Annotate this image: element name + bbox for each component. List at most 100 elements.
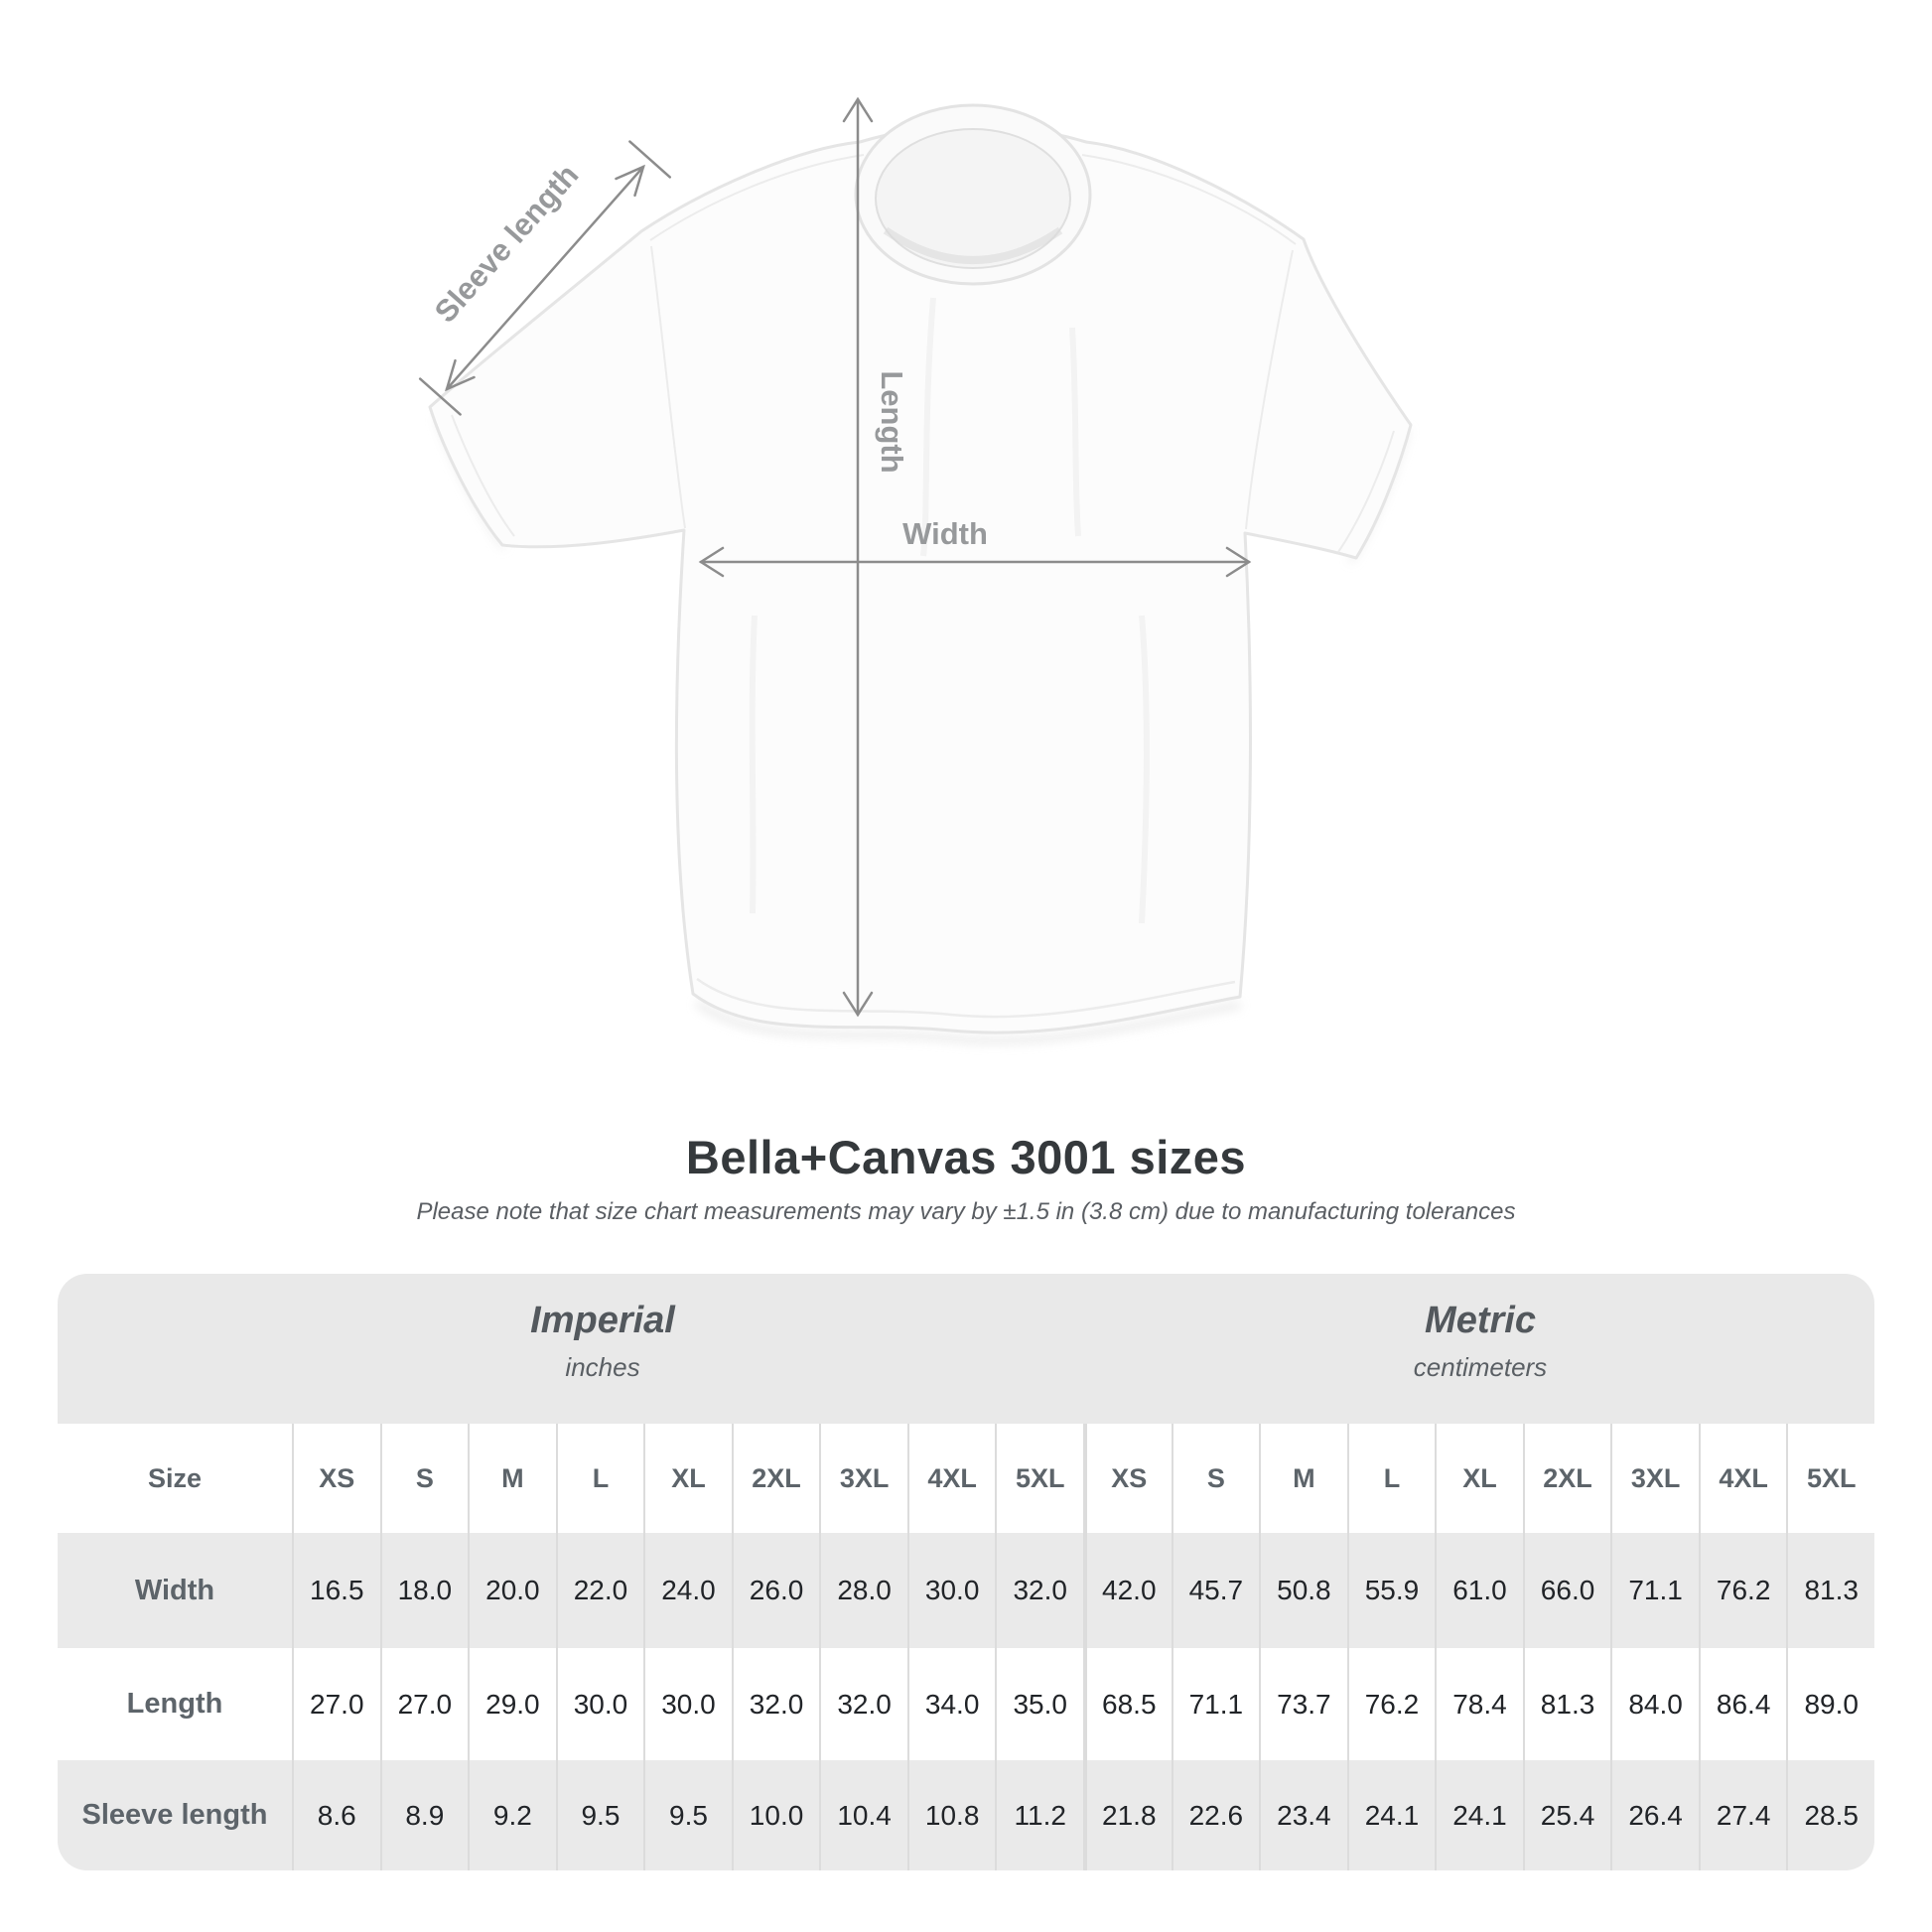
- shirt-body: [428, 124, 1413, 1035]
- measurement-cell-metric: 26.4: [1610, 1760, 1699, 1870]
- measurement-cell-imperial: 9.5: [555, 1760, 644, 1870]
- measurement-cell-imperial: 27.0: [379, 1648, 469, 1760]
- size-header-metric: 5XL: [1786, 1424, 1874, 1533]
- width-arrow: [698, 546, 1252, 578]
- width-label: Width: [902, 516, 988, 551]
- measurement-cell-imperial: 30.0: [555, 1648, 644, 1760]
- measurement-cell-metric: 61.0: [1435, 1533, 1523, 1648]
- sleeve-length-arrow: [418, 140, 672, 416]
- measurement-cell-imperial: 8.6: [292, 1760, 380, 1870]
- size-header-metric: 4XL: [1698, 1424, 1787, 1533]
- measurement-cell-imperial: 32.0: [731, 1648, 820, 1760]
- measurement-cell-metric: 42.0: [1083, 1533, 1172, 1648]
- measurement-cell-imperial: 28.0: [819, 1533, 907, 1648]
- size-header-metric: XL: [1435, 1424, 1523, 1533]
- shirt-graphic: [428, 103, 1413, 1035]
- size-header-metric: M: [1259, 1424, 1347, 1533]
- measurement-cell-imperial: 9.2: [468, 1760, 556, 1870]
- size-column-header: Size: [58, 1424, 292, 1533]
- size-table-grid: Size XS S M L XL 2XL 3XL 4XL 5XL XS S M L XL 2XL 3XL 4XL 5…: [58, 1424, 1874, 1870]
- measurement-cell-imperial: 20.0: [468, 1533, 556, 1648]
- length-arrow: [842, 96, 874, 1018]
- measurement-cell-metric: 24.1: [1435, 1760, 1523, 1870]
- fabric-folds: [749, 297, 1150, 924]
- size-header-imperial: 3XL: [819, 1424, 907, 1533]
- heading-block: Bella+Canvas 3001 sizes Please note that…: [0, 1130, 1932, 1226]
- measurement-cell-imperial: 29.0: [468, 1648, 556, 1760]
- unit-band: Imperial inches Metric centimeters: [58, 1274, 1874, 1424]
- page-subtitle: Please note that size chart measurements…: [416, 1198, 1516, 1225]
- measurement-cell-imperial: 16.5: [292, 1533, 380, 1648]
- collar-inner: [875, 128, 1071, 269]
- measurement-cell-metric: 76.2: [1698, 1533, 1787, 1648]
- measurement-cell-metric: 28.5: [1786, 1760, 1874, 1870]
- measurement-cell-metric: 21.8: [1083, 1760, 1172, 1870]
- measurement-cell-metric: 89.0: [1786, 1648, 1874, 1760]
- measurement-cell-metric: 25.4: [1522, 1760, 1611, 1870]
- size-header-imperial: S: [379, 1424, 469, 1533]
- size-table: Imperial inches Metric centimeters Size X…: [58, 1274, 1874, 1870]
- measurement-cell-imperial: 22.0: [555, 1533, 644, 1648]
- size-header-metric: XS: [1083, 1424, 1172, 1533]
- measurement-cell-metric: 73.7: [1259, 1648, 1347, 1760]
- measurement-cell-metric: 71.1: [1610, 1533, 1699, 1648]
- measurement-cell-imperial: 11.2: [995, 1760, 1083, 1870]
- unit-group-imperial: Imperial inches: [530, 1300, 675, 1383]
- measurement-cell-metric: 71.1: [1171, 1648, 1260, 1760]
- imperial-group-name: Imperial: [530, 1300, 675, 1341]
- measurement-cell-metric: 45.7: [1171, 1533, 1260, 1648]
- metric-group-unit: centimeters: [1413, 1352, 1548, 1382]
- measurement-cell-imperial: 10.8: [906, 1760, 996, 1870]
- measurement-cell-metric: 22.6: [1171, 1760, 1260, 1870]
- size-header-metric: S: [1171, 1424, 1260, 1533]
- measurement-cell-imperial: 32.0: [819, 1648, 907, 1760]
- size-header-metric: L: [1346, 1424, 1436, 1533]
- measurement-cell-metric: 23.4: [1259, 1760, 1347, 1870]
- measurement-cell-metric: 86.4: [1698, 1648, 1787, 1760]
- measurement-cell-metric: 84.0: [1610, 1648, 1699, 1760]
- measurement-cell-imperial: 8.9: [379, 1760, 469, 1870]
- measurement-cell-imperial: 27.0: [292, 1648, 380, 1760]
- size-header-metric: 3XL: [1610, 1424, 1699, 1533]
- measurement-cell-metric: 50.8: [1259, 1533, 1347, 1648]
- size-header-metric: 2XL: [1522, 1424, 1611, 1533]
- measurement-cell-imperial: 35.0: [995, 1648, 1083, 1760]
- unit-group-metric: Metric centimeters: [1414, 1300, 1547, 1383]
- size-header-imperial: 5XL: [995, 1424, 1083, 1533]
- imperial-group-unit: inches: [565, 1352, 640, 1382]
- measurement-cell-imperial: 18.0: [379, 1533, 469, 1648]
- size-header-imperial: XL: [643, 1424, 732, 1533]
- size-header-imperial: L: [555, 1424, 644, 1533]
- metric-group-name: Metric: [1425, 1300, 1536, 1341]
- measurement-cell-metric: 81.3: [1522, 1648, 1611, 1760]
- measurement-cell-imperial: 10.0: [731, 1760, 820, 1870]
- row-label: Width: [58, 1533, 292, 1648]
- length-label: Length: [875, 370, 909, 473]
- shirt-seams: [451, 154, 1395, 1019]
- measurement-cell-metric: 24.1: [1346, 1760, 1436, 1870]
- measurement-cell-imperial: 30.0: [643, 1648, 732, 1760]
- row-label: Length: [58, 1648, 292, 1760]
- size-header-imperial: M: [468, 1424, 556, 1533]
- measurement-cell-imperial: 30.0: [906, 1533, 996, 1648]
- measurement-cell-metric: 78.4: [1435, 1648, 1523, 1760]
- measurement-cell-metric: 66.0: [1522, 1533, 1611, 1648]
- measurement-cell-imperial: 32.0: [995, 1533, 1083, 1648]
- measurement-cell-metric: 81.3: [1786, 1533, 1874, 1648]
- measurement-cell-metric: 55.9: [1346, 1533, 1436, 1648]
- measurement-cell-imperial: 34.0: [906, 1648, 996, 1760]
- measurement-cell-metric: 68.5: [1083, 1648, 1172, 1760]
- collar-shadow: [883, 226, 1063, 264]
- tshirt-measurement-diagram: Sleeve length Length Width: [418, 96, 1413, 1044]
- size-header-imperial: 4XL: [906, 1424, 996, 1533]
- size-header-imperial: XS: [292, 1424, 380, 1533]
- measurement-cell-imperial: 10.4: [819, 1760, 907, 1870]
- measurement-cell-metric: 27.4: [1698, 1760, 1787, 1870]
- measurement-cell-metric: 76.2: [1346, 1648, 1436, 1760]
- size-header-imperial: 2XL: [731, 1424, 820, 1533]
- row-label: Sleeve length: [58, 1760, 292, 1870]
- measurement-cell-imperial: 26.0: [731, 1533, 820, 1648]
- measurement-cell-imperial: 24.0: [643, 1533, 732, 1648]
- page-title: Bella+Canvas 3001 sizes: [685, 1131, 1247, 1183]
